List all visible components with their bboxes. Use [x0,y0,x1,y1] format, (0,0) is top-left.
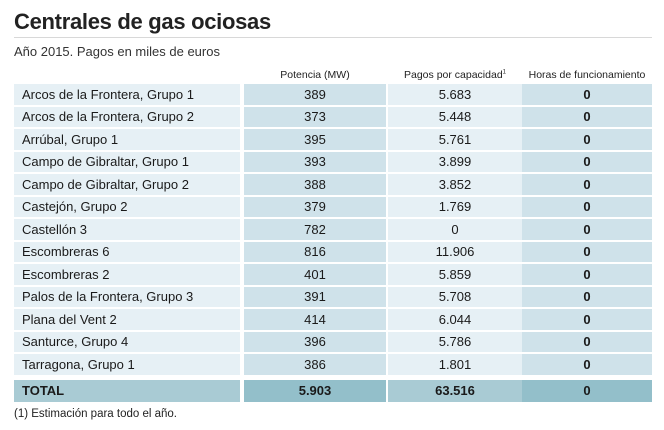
row-potencia: 389 [244,84,386,107]
row-potencia: 373 [244,106,386,129]
table-row: Santurce, Grupo 4 396 5.786 0 [14,331,652,354]
row-potencia: 414 [244,309,386,332]
row-potencia: 401 [244,264,386,287]
total-horas: 0 [522,379,652,402]
row-potencia: 379 [244,196,386,219]
table-row: Arcos de la Frontera, Grupo 1 389 5.683 0 [14,84,652,107]
row-pagos: 11.906 [388,241,522,264]
row-pagos: 5.448 [388,106,522,129]
row-horas: 0 [522,84,652,107]
row-pagos: 1.769 [388,196,522,219]
row-name: Escombreras 6 [14,241,240,264]
total-pagos: 63.516 [388,379,522,402]
row-horas: 0 [522,219,652,242]
row-name: Castellón 3 [14,219,240,242]
row-name: Arrúbal, Grupo 1 [14,129,240,152]
header-horas: Horas de funcionamiento [528,69,646,81]
row-horas: 0 [522,129,652,152]
row-pagos: 5.683 [388,84,522,107]
row-horas: 0 [522,309,652,332]
table-row: Campo de Gibraltar, Grupo 2 388 3.852 0 [14,174,652,197]
row-name: Plana del Vent 2 [14,309,240,332]
table-row: Castellón 3 782 0 0 [14,219,652,242]
header-name [14,64,240,84]
table-row: Campo de Gibraltar, Grupo 1 393 3.899 0 [14,151,652,174]
row-horas: 0 [522,286,652,309]
total-row: TOTAL 5.903 63.516 0 [14,379,652,402]
row-pagos: 3.852 [388,174,522,197]
table-row: Arrúbal, Grupo 1 395 5.761 0 [14,129,652,152]
row-horas: 0 [522,174,652,197]
total-name: TOTAL [14,379,240,402]
page-title: Centrales de gas ociosas [14,8,652,38]
row-name: Escombreras 2 [14,264,240,287]
header-pagos-label: Pagos por capacidad [404,69,503,81]
row-potencia: 391 [244,286,386,309]
row-horas: 0 [522,241,652,264]
table-row: Plana del Vent 2 414 6.044 0 [14,309,652,332]
total-spacer [14,376,652,380]
table-row: Arcos de la Frontera, Grupo 2 373 5.448 0 [14,106,652,129]
row-potencia: 396 [244,331,386,354]
row-potencia: 393 [244,151,386,174]
data-table: Potencia (MW) Pagos por capacidad1 Horas… [14,64,652,402]
header-potencia: Potencia (MW) [280,69,350,81]
header-pagos-footnote-mark: 1 [502,69,506,76]
table-row: Palos de la Frontera, Grupo 3 391 5.708 0 [14,286,652,309]
table-row: Escombreras 2 401 5.859 0 [14,264,652,287]
row-pagos: 5.708 [388,286,522,309]
row-pagos: 1.801 [388,354,522,377]
row-horas: 0 [522,264,652,287]
row-name: Santurce, Grupo 4 [14,331,240,354]
header-pagos: Pagos por capacidad1 [388,64,522,84]
row-name: Castejón, Grupo 2 [14,196,240,219]
row-horas: 0 [522,196,652,219]
footnote: (1) Estimación para todo el año. [14,407,178,420]
row-pagos: 3.899 [388,151,522,174]
row-name: Palos de la Frontera, Grupo 3 [14,286,240,309]
row-potencia: 388 [244,174,386,197]
row-potencia: 395 [244,129,386,152]
row-pagos: 0 [388,219,522,242]
row-name: Tarragona, Grupo 1 [14,354,240,377]
row-horas: 0 [522,106,652,129]
row-name: Arcos de la Frontera, Grupo 1 [14,84,240,107]
row-potencia: 782 [244,219,386,242]
row-pagos: 5.786 [388,331,522,354]
row-pagos: 5.761 [388,129,522,152]
row-name: Campo de Gibraltar, Grupo 2 [14,174,240,197]
row-horas: 0 [522,331,652,354]
total-potencia: 5.903 [244,379,386,402]
row-potencia: 386 [244,354,386,377]
row-name: Campo de Gibraltar, Grupo 1 [14,151,240,174]
row-pagos: 5.859 [388,264,522,287]
row-pagos: 6.044 [388,309,522,332]
header-row: Potencia (MW) Pagos por capacidad1 Horas… [14,64,652,84]
table-figure: Centrales de gas ociosas Año 2015. Pagos… [14,8,652,420]
subtitle: Año 2015. Pagos en miles de euros [14,44,220,59]
row-horas: 0 [522,354,652,377]
row-horas: 0 [522,151,652,174]
table-row: Castejón, Grupo 2 379 1.769 0 [14,196,652,219]
table-row: Escombreras 6 816 11.906 0 [14,241,652,264]
table-row: Tarragona, Grupo 1 386 1.801 0 [14,354,652,377]
row-potencia: 816 [244,241,386,264]
row-name: Arcos de la Frontera, Grupo 2 [14,106,240,129]
table-body: Arcos de la Frontera, Grupo 1 389 5.683 0 Ar… [14,84,652,402]
